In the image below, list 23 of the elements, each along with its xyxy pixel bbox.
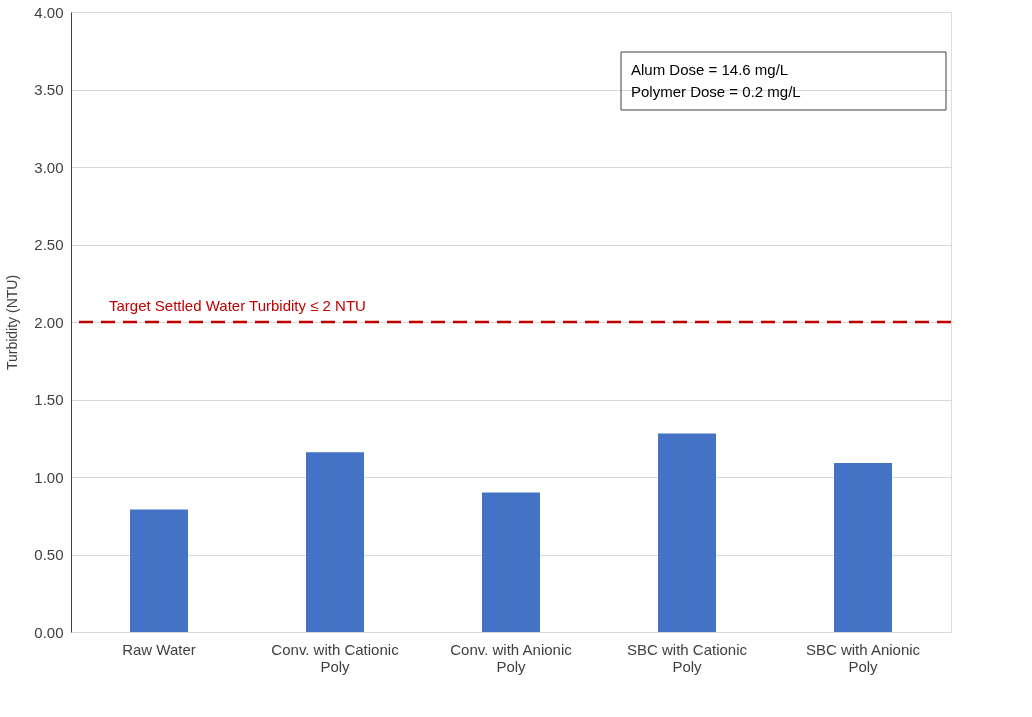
bar (130, 509, 188, 632)
x-tick-label: Conv. with Cationic Poly (271, 640, 400, 675)
x-tick-label: Conv. with Anionic Poly (450, 640, 573, 675)
y-tick-label: 3.50 (34, 81, 64, 98)
y-axis-title: Turbidity (NTU) (4, 274, 21, 371)
x-tick-label: SBC with Cationic Poly (626, 640, 748, 675)
annotation: Polymer Dose = 0.2 mg/L (631, 83, 801, 100)
y-tick-label: 3.00 (34, 158, 64, 176)
y-tick-label: 1.50 (34, 391, 64, 408)
y-tick-label: 1.00 (34, 468, 64, 486)
y-tick-label: 2.00 (34, 313, 64, 331)
bar (482, 492, 540, 632)
y-tick-label: 2.50 (34, 236, 64, 253)
y-tick-label: 0.00 (34, 623, 64, 641)
bar (834, 463, 892, 632)
ref-line-label: Target Settled Water Turbidity ≤ 2 NTU (109, 297, 366, 314)
bar (658, 433, 716, 632)
x-tick-label: Raw Water (122, 640, 196, 658)
bar (306, 452, 364, 632)
annotation: Alum Dose = 14.6 mg/L (631, 61, 789, 78)
y-tick-label: 4.00 (34, 3, 64, 21)
x-tick-label: SBC with Anionic Poly (805, 640, 921, 675)
y-tick-label: 0.50 (34, 546, 64, 563)
